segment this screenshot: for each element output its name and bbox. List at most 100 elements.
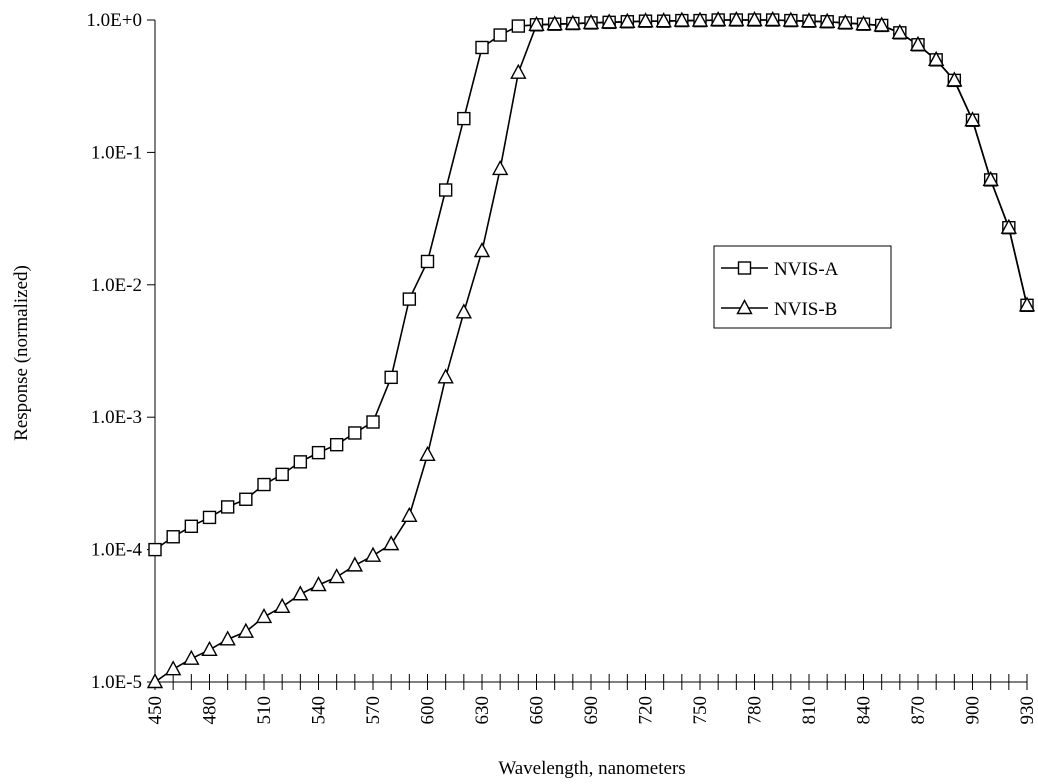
- data-point: [964, 111, 981, 127]
- legend-label: NVIS-A: [774, 259, 839, 280]
- y-tick-label: 1.0E-5: [91, 672, 142, 693]
- data-point: [510, 63, 527, 79]
- y-tick-label: 1.0E-4: [91, 540, 143, 561]
- data-point: [419, 445, 436, 462]
- data-point: [148, 542, 162, 557]
- data-point: [475, 40, 489, 55]
- legend-item: NVIS-B: [721, 299, 837, 320]
- data-point: [511, 19, 526, 33]
- data-point: [457, 111, 471, 126]
- y-ticks: 1.0E-5 1.0E-4 1.0E-3 1.0E-2 1.0E-1 1.0E+0: [86, 10, 155, 693]
- data-point: [401, 506, 418, 523]
- x-tick-label: 510: [254, 696, 275, 725]
- data-point: [346, 556, 364, 572]
- data-point: [328, 568, 345, 584]
- data-point: [782, 11, 800, 27]
- data-point: [764, 11, 781, 27]
- axes: [154, 20, 1027, 683]
- data-point: [329, 437, 344, 452]
- legend-box: [713, 245, 892, 329]
- x-tick-label: 630: [472, 696, 493, 725]
- x-tick-label: 840: [854, 696, 875, 725]
- data-point: [201, 640, 218, 657]
- x-tick-label: 870: [908, 696, 929, 725]
- data-point: [1018, 296, 1036, 312]
- data-point: [855, 15, 872, 31]
- data-point: [437, 368, 454, 384]
- data-point: [164, 660, 182, 676]
- y-tick-label: 1.0E-2: [91, 275, 142, 296]
- data-point: [438, 183, 453, 197]
- x-tick-label: 750: [690, 696, 711, 725]
- data-point: [800, 12, 818, 28]
- legend-marker: [737, 261, 752, 275]
- data-point: [202, 510, 217, 525]
- legend-items: NVIS-A NVIS-B: [721, 259, 839, 320]
- data-point: [619, 12, 636, 28]
- x-tick-label: 660: [527, 696, 548, 725]
- data-point: [237, 622, 255, 638]
- data-point: [220, 500, 235, 514]
- data-point: [275, 467, 289, 482]
- data-point: [473, 242, 491, 258]
- data-point: [709, 11, 727, 27]
- data-point: [746, 11, 763, 27]
- data-point: [219, 630, 236, 646]
- data-point: [528, 15, 545, 31]
- data-point: [982, 170, 999, 187]
- x-tick-label: 690: [581, 696, 602, 725]
- data-point: [420, 254, 435, 269]
- data-point: [673, 11, 691, 27]
- data-point: [637, 12, 654, 28]
- data-point: [310, 576, 327, 592]
- data-point: [564, 14, 582, 30]
- data-point: [818, 12, 836, 28]
- data-point: [909, 35, 927, 51]
- legend-label: NVIS-B: [774, 299, 837, 320]
- legend: NVIS-A NVIS-B: [713, 245, 892, 329]
- x-tick-label: 930: [1017, 696, 1038, 725]
- legend-item: NVIS-A: [721, 259, 839, 280]
- y-tick-label: 1.0E-3: [91, 407, 142, 428]
- data-point: [1000, 218, 1018, 234]
- y-tick-label: 1.0E+0: [86, 10, 142, 31]
- y-axis-title: Response (normalized): [11, 265, 32, 441]
- series-nvis-b: [154, 19, 1028, 683]
- series-line: [154, 19, 1028, 683]
- data-point: [183, 649, 200, 665]
- data-point: [166, 530, 180, 544]
- data-point: [927, 50, 945, 67]
- data-point: [273, 597, 291, 613]
- x-tick-label: 810: [799, 696, 820, 725]
- data-point: [402, 292, 417, 306]
- data-point: [491, 159, 509, 176]
- data-point: [655, 12, 672, 28]
- data-point: [257, 477, 271, 492]
- x-tick-label: 570: [363, 696, 384, 725]
- data-point: [364, 546, 382, 562]
- y-tick-label: 1.0E-1: [91, 142, 142, 163]
- x-tick-label: 480: [200, 696, 221, 725]
- series-markers-nvis-a: [148, 13, 1034, 557]
- data-point: [366, 415, 380, 429]
- data-point: [382, 535, 400, 551]
- data-point: [493, 28, 507, 42]
- series-markers-nvis-b: [146, 11, 1036, 689]
- data-point: [146, 673, 164, 689]
- x-tick-label: 450: [145, 696, 166, 725]
- x-ticks: 450 480 510 540 570 600 630 660 690 720 750 780 810 8…: [145, 674, 1038, 725]
- x-tick-label: 600: [418, 696, 439, 725]
- x-axis-title: Wavelength, nanometers: [498, 758, 685, 779]
- x-tick-label: 780: [745, 696, 766, 725]
- data-point: [292, 585, 309, 601]
- data-point: [582, 13, 600, 30]
- data-point: [455, 303, 473, 319]
- data-point: [728, 11, 745, 27]
- x-tick-label: 540: [309, 696, 330, 725]
- data-point: [691, 11, 709, 27]
- data-point: [891, 23, 909, 40]
- series-layer: [146, 11, 1036, 689]
- data-point: [239, 492, 253, 506]
- data-point: [384, 370, 398, 385]
